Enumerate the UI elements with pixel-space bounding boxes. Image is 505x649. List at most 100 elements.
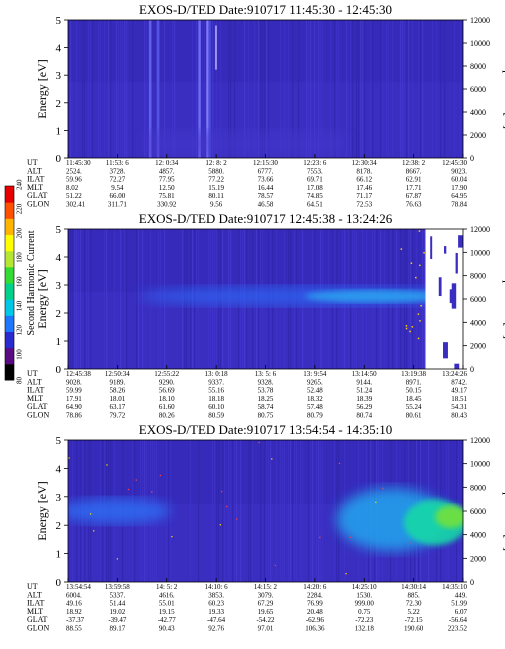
spectrogram-streak [138,229,140,369]
table-cell: 330.92 [157,201,177,209]
hot-pixel [417,337,420,340]
hot-pixel [151,491,153,493]
spectrogram-streak [70,229,72,369]
table-cell: 8667. [406,167,422,175]
spectrogram-streak [120,229,122,369]
spectrogram-streak [76,20,78,158]
y2-axis-label: Temperature [K] [502,259,505,339]
low-energy-glow [147,130,345,158]
colorbar-tick-label: 220 [16,203,24,214]
table-cell: 79.72 [110,412,126,420]
table-cell: 78.84 [451,201,467,209]
table-cell: 53.78 [258,387,274,395]
hot-pixel [405,327,408,330]
spectrogram-streak [308,20,310,158]
table-row-label: ILAT [27,599,44,608]
table-cell: 67.87 [406,192,422,200]
table-row-label: ALT [27,590,42,599]
spectrogram-streak [300,440,302,582]
table-cell: 0.75 [358,608,371,616]
table-cell: 80.26 [159,412,175,420]
spectrogram-streak [144,20,146,158]
hot-pixel [411,326,414,328]
table-cell: 19.65 [258,608,274,616]
spectrogram-streak [172,20,174,158]
table-cell: 8742. [451,378,467,386]
y2-tick-label: 12000 [470,16,490,25]
spectrogram-streak [346,20,348,158]
spectrogram-streak [80,229,82,369]
table-cell: 5.22 [408,608,421,616]
y-axis-label: Energy [eV] [35,481,49,540]
hot-pixel [221,490,223,493]
hot-pixel [419,264,421,267]
panels: EXOS-D/TED Date:910717 11:45:30 - 12:45:… [27,2,505,633]
table-cell: 12:50:34 [105,370,130,378]
table-cell: 66.00 [110,192,126,200]
saturated-gap [454,363,460,369]
bright-streak [198,20,201,158]
spectrogram-streak [258,20,260,158]
colorbar-tick-label: 160 [16,276,24,287]
y-tick-label: 4 [56,43,62,55]
spectrogram-streak [454,20,456,158]
table-cell: 59.96 [66,176,82,184]
table-cell: -37.37 [66,616,85,624]
spectrogram-streak [250,440,252,582]
table-cell: 302.41 [66,201,86,209]
panel-title: EXOS-D/TED Date:910717 11:45:30 - 12:45:… [139,2,392,17]
table-cell: 67.29 [258,600,274,608]
table-cell: 88.55 [66,625,82,633]
y2-tick-label: 10000 [470,460,490,469]
spectrogram-streak [338,440,340,582]
table-cell: 8.02 [66,184,79,192]
hot-pixel [319,536,321,539]
band-core [435,505,463,529]
bright-streak [156,20,160,158]
table-row-label: GLAT [27,615,48,624]
y2-tick-label: 0 [470,154,474,163]
colorbar-segment [5,186,14,203]
spectrogram-streak [356,20,358,158]
hot-pixel [423,252,425,254]
spectrogram-streak [320,440,322,582]
y-tick-label: 1 [56,549,62,561]
y2-tick-label: 2000 [470,554,486,563]
table-cell: 2284. [307,591,323,599]
colorbar-tick-label: 240 [16,179,24,190]
table-cell: 4857. [159,167,175,175]
spectrogram-streak [362,20,364,158]
spectrogram-streak [90,229,92,369]
table-cell: 76.99 [307,600,323,608]
table-cell: 14:25:10 [352,583,377,591]
table-row-label: GLAT [27,402,48,411]
y-tick-label: 5 [56,435,62,447]
y2-tick-label: 0 [470,578,474,587]
table-cell: 51.44 [110,600,126,608]
spectrogram-streak [142,229,144,369]
table-cell: 13:19:38 [401,370,426,378]
panel: EXOS-D/TED Date:910717 11:45:30 - 12:45:… [27,2,505,209]
spectrogram-streak [406,20,408,158]
spectrogram-streak [318,440,320,582]
spectrogram-streak [124,20,126,158]
spectrogram-shade [68,20,463,83]
hot-pixel [405,325,408,327]
table-cell: 13:54:54 [66,583,91,591]
table-cell: 77.95 [159,176,175,184]
colorbar: 80 100 120 140 160 180 200 220 240 Second Harmoni… [4,179,37,384]
saturated-gap [455,252,458,274]
table-cell: 69.71 [307,176,323,184]
table-cell: 80.74 [356,412,372,420]
table-cell: 17.71 [406,184,422,192]
table-cell: 13:59:58 [105,583,130,591]
table-cell: 18.32 [307,395,323,403]
table-cell: 63.17 [110,403,126,411]
spectrogram-streak [84,20,86,158]
spectrogram-streak [266,20,268,158]
y2-tick-label: 2000 [470,342,486,351]
table-cell: 12:15:30 [253,159,278,167]
spectrogram-streak [322,20,324,158]
table-cell: 12:45:38 [66,370,91,378]
